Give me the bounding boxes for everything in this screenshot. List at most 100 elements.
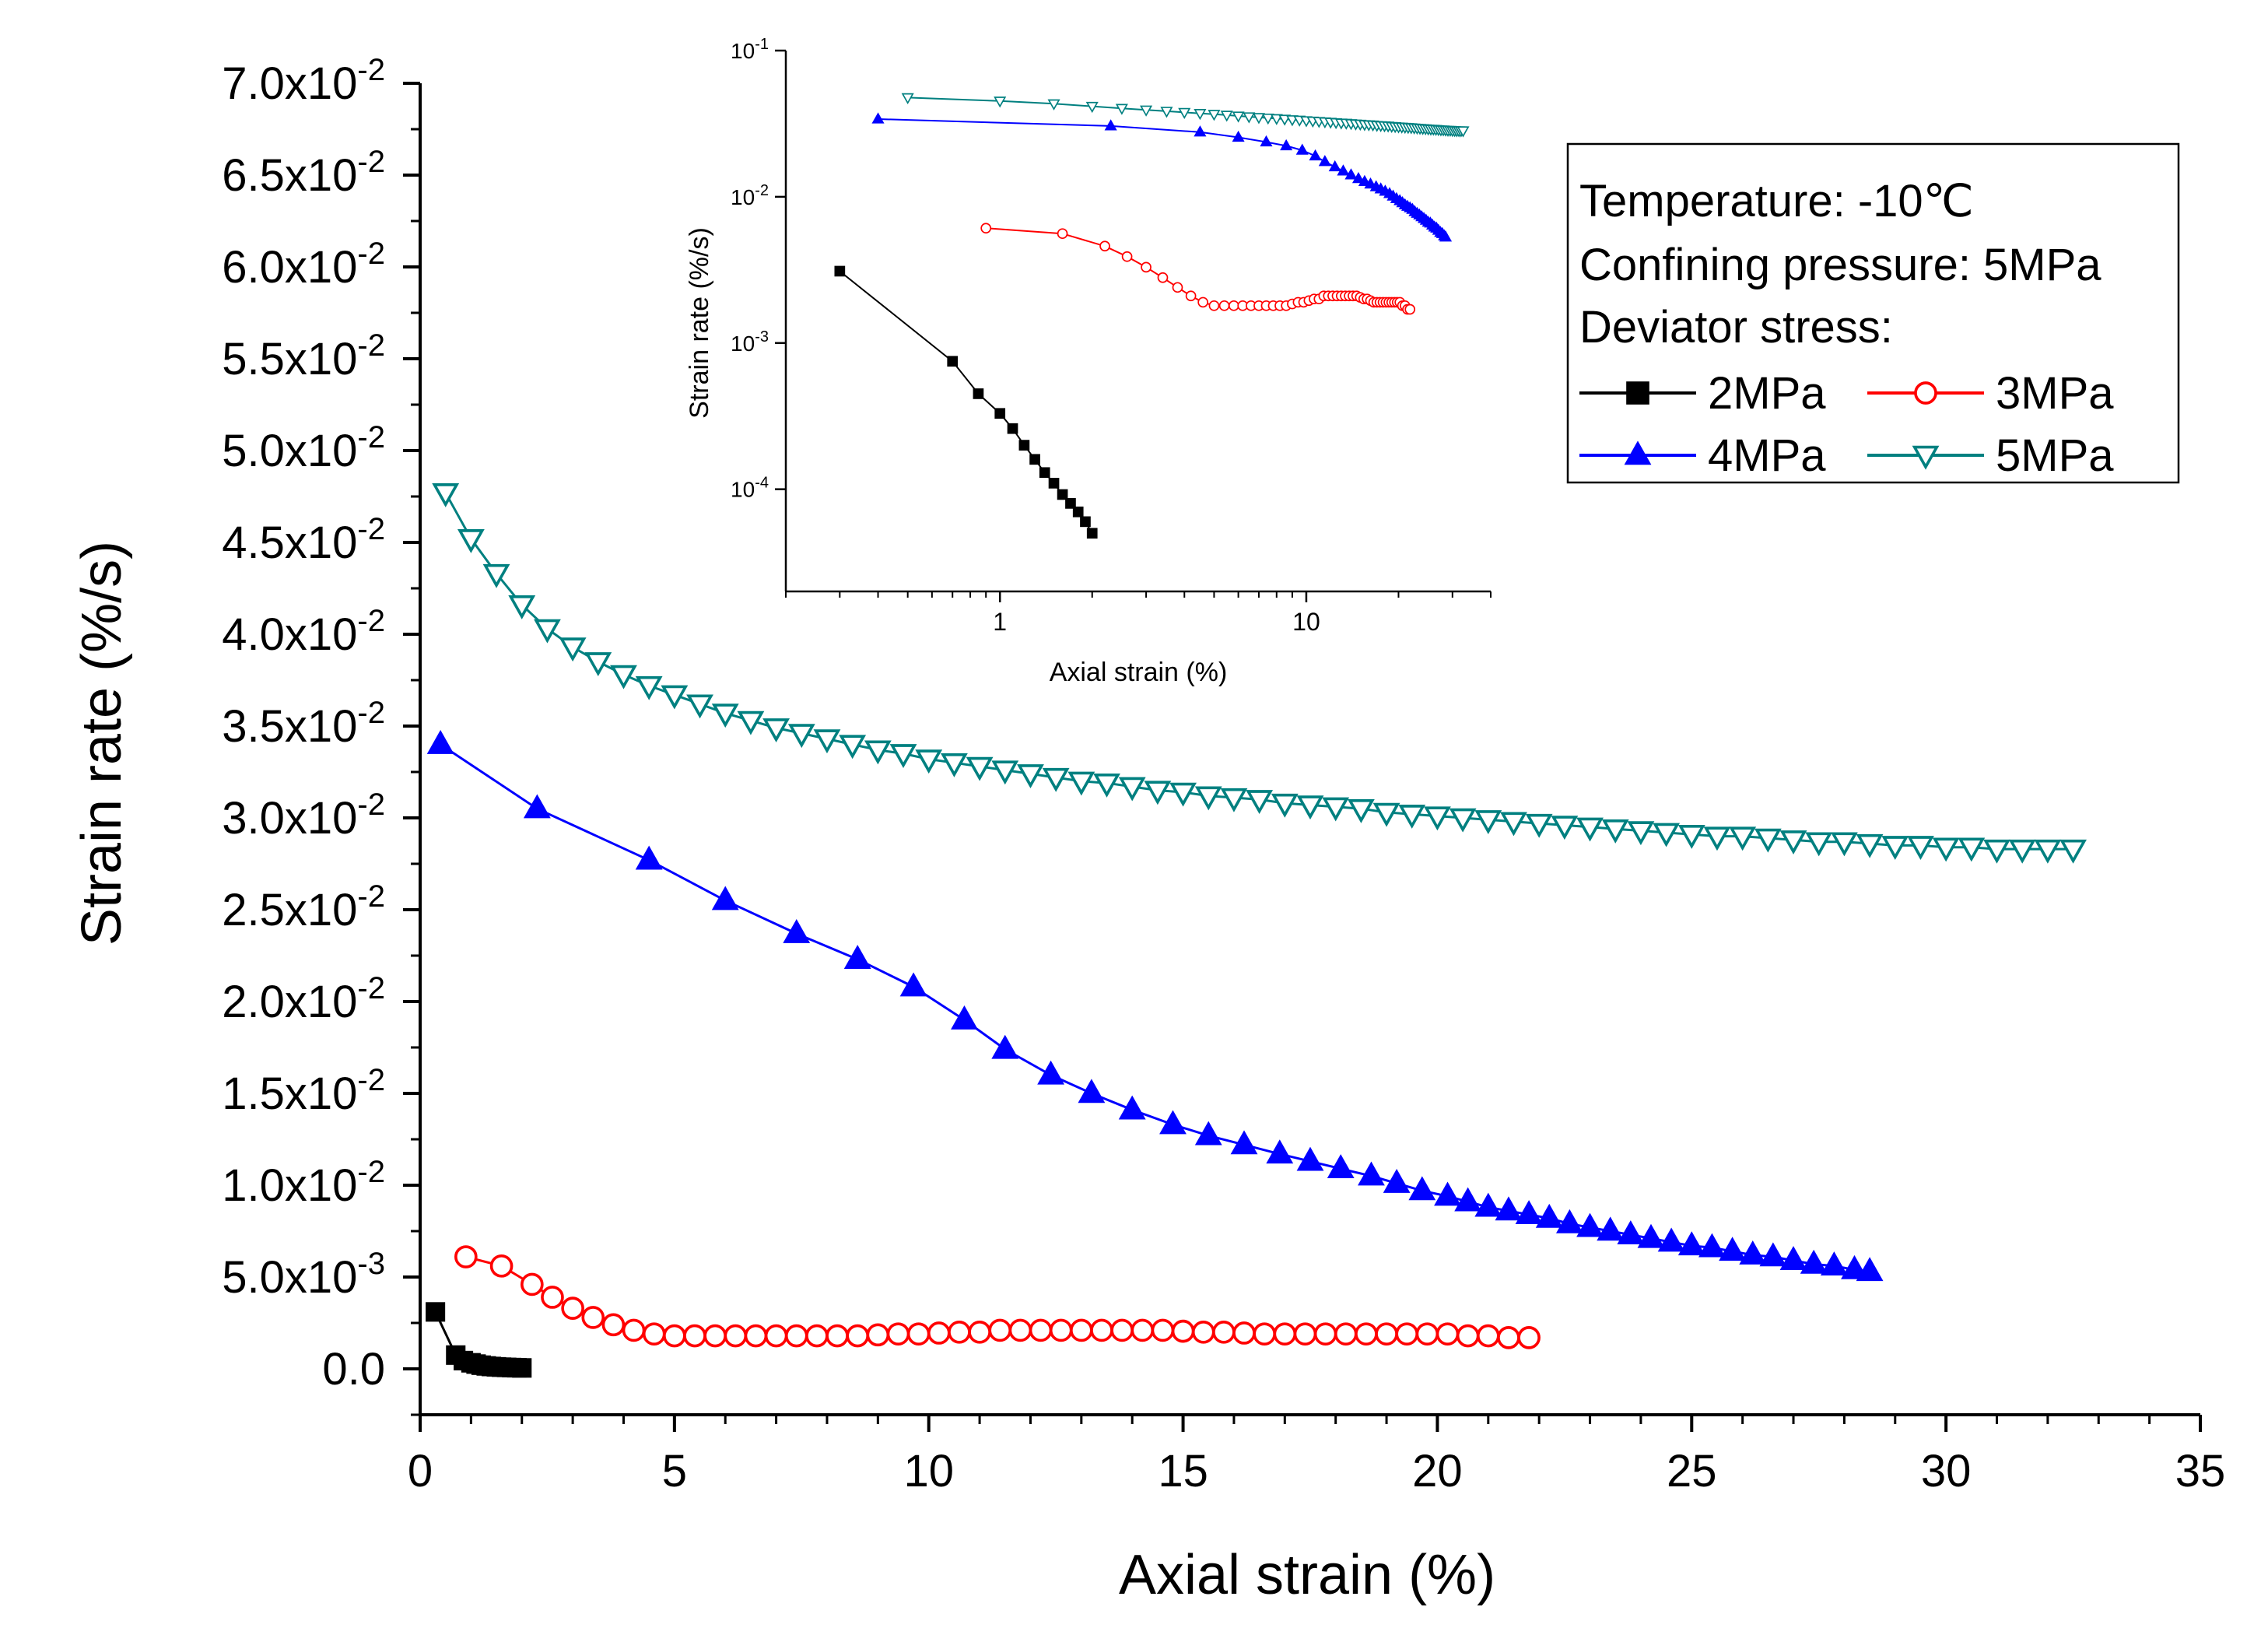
main-point-4MPa [1698, 1233, 1726, 1258]
inset-point-4MPa [1194, 125, 1207, 137]
inset-point-2MPa [1007, 423, 1018, 434]
main-x-tick-label: 25 [1667, 1446, 1717, 1496]
main-point-5MPa [1271, 793, 1299, 818]
main-point-3MPa [1293, 1322, 1317, 1346]
main-point-4MPa [1078, 1079, 1106, 1103]
inset-point-3MPa [1172, 282, 1183, 293]
main-point-5MPa [1907, 836, 1934, 861]
main-point-3MPa [1375, 1322, 1398, 1346]
main-point-4MPa [1474, 1192, 1502, 1217]
inset-point-5MPa [1252, 113, 1265, 125]
legend-entry-5MPa: 5MPa [1867, 430, 2114, 481]
inset-point-4MPa [1337, 164, 1350, 176]
main-x-tick-label: 0 [408, 1446, 433, 1496]
inset-point-2MPa [1065, 498, 1076, 509]
main-point-2MPa [512, 1358, 532, 1378]
main-point-4MPa [1677, 1231, 1705, 1256]
main-point-4MPa [1408, 1176, 1436, 1201]
main-point-3MPa [1070, 1318, 1093, 1342]
main-point-4MPa [1230, 1130, 1258, 1155]
main-point-3MPa [1435, 1322, 1460, 1346]
main-point-4MPa [426, 729, 454, 754]
inset-point-5MPa [1160, 107, 1173, 118]
main-point-5MPa [1830, 832, 1858, 857]
main-point-5MPa [559, 637, 587, 662]
main-point-4MPa [1841, 1254, 1868, 1279]
main-point-5MPa [584, 652, 612, 677]
main-point-4MPa [1358, 1161, 1385, 1186]
main-point-5MPa [1703, 826, 1731, 851]
inset-point-3MPa [1157, 272, 1169, 283]
main-point-3MPa [744, 1324, 768, 1348]
main-point-5MPa [2059, 839, 2087, 864]
inset-point-2MPa [1018, 440, 1030, 451]
main-point-5MPa [1754, 828, 1782, 853]
main-point-3MPa [988, 1318, 1012, 1342]
main-point-5MPa [1932, 837, 1960, 862]
main-point-3MPa [561, 1296, 584, 1320]
main-x-tick-label: 20 [1412, 1446, 1463, 1496]
inset-point-3MPa [1057, 228, 1068, 240]
main-y-tick-label: 6.0x10-2 [222, 237, 385, 293]
main-point-5MPa [534, 619, 561, 644]
main-point-4MPa [1535, 1203, 1563, 1228]
main-point-5MPa [1194, 786, 1222, 811]
main-point-4MPa [1434, 1181, 1461, 1206]
main-point-4MPa [1266, 1139, 1294, 1164]
legend-marker-5MPa [1912, 445, 1940, 470]
inset-chart: 1 10 10-1 10-2 10-3 10-4 Axial strain (%) Str… [685, 36, 1492, 687]
main-point-3MPa [826, 1324, 849, 1348]
inset-point-4MPa [1104, 119, 1117, 131]
inset-point-5MPa [1085, 101, 1099, 114]
main-point-5MPa [1881, 836, 1909, 861]
main-point-5MPa [2034, 839, 2062, 864]
main-y-tick-label: 2.5x10-2 [222, 879, 385, 935]
inset-series-5MPa [901, 93, 1470, 138]
main-point-3MPa [846, 1324, 870, 1348]
inset-y-tick-label: 10-2 [731, 182, 769, 209]
main-point-5MPa [1118, 777, 1146, 802]
legend-marker-3MPa [1914, 381, 1937, 405]
inset-point-5MPa [1270, 114, 1283, 125]
main-point-5MPa [1246, 790, 1274, 815]
main-point-3MPa [622, 1318, 646, 1342]
inset-point-3MPa [1099, 240, 1110, 252]
main-x-tick-label: 15 [1158, 1446, 1208, 1496]
main-y-tick-label: 1.0x10-2 [222, 1155, 385, 1211]
main-point-3MPa [1395, 1322, 1419, 1346]
main-point-4MPa [1657, 1227, 1685, 1252]
main-point-4MPa [1555, 1209, 1583, 1233]
inset-point-4MPa [1318, 155, 1331, 167]
main-series-5MPa [432, 483, 2087, 864]
main-point-3MPa [541, 1286, 564, 1309]
inset-point-5MPa [994, 96, 1007, 108]
main-point-5MPa [1220, 788, 1248, 812]
inset-point-2MPa [973, 388, 984, 399]
inset-plot-area [834, 93, 1470, 539]
main-point-5MPa [1627, 821, 1655, 846]
main-point-4MPa [843, 945, 871, 969]
main-point-5MPa [787, 724, 815, 749]
main-plot-area [426, 483, 2087, 1378]
legend-entry-3MPa: 3MPa [1867, 368, 2114, 419]
main-point-4MPa [1118, 1095, 1146, 1120]
main-point-5MPa [482, 563, 510, 588]
main-x-tick-label: 5 [662, 1446, 687, 1496]
main-point-5MPa [2008, 839, 2036, 864]
legend-label-2MPa: 2MPa [1708, 368, 1826, 419]
inset-point-2MPa [1029, 454, 1040, 465]
main-point-3MPa [948, 1320, 971, 1344]
main-series-2MPa [426, 1302, 532, 1378]
inset-point-5MPa [1261, 113, 1274, 125]
main-point-3MPa [1191, 1320, 1215, 1344]
main-point-5MPa [737, 710, 765, 735]
main-point-5MPa [1576, 817, 1604, 842]
main-point-4MPa [1759, 1242, 1787, 1267]
inset-point-2MPa [1086, 528, 1098, 539]
main-point-3MPa [703, 1324, 727, 1348]
main-point-5MPa [635, 675, 663, 700]
main-point-5MPa [1398, 805, 1426, 829]
inset-y-tick-label: 10-1 [731, 36, 769, 63]
main-point-3MPa [683, 1324, 706, 1348]
